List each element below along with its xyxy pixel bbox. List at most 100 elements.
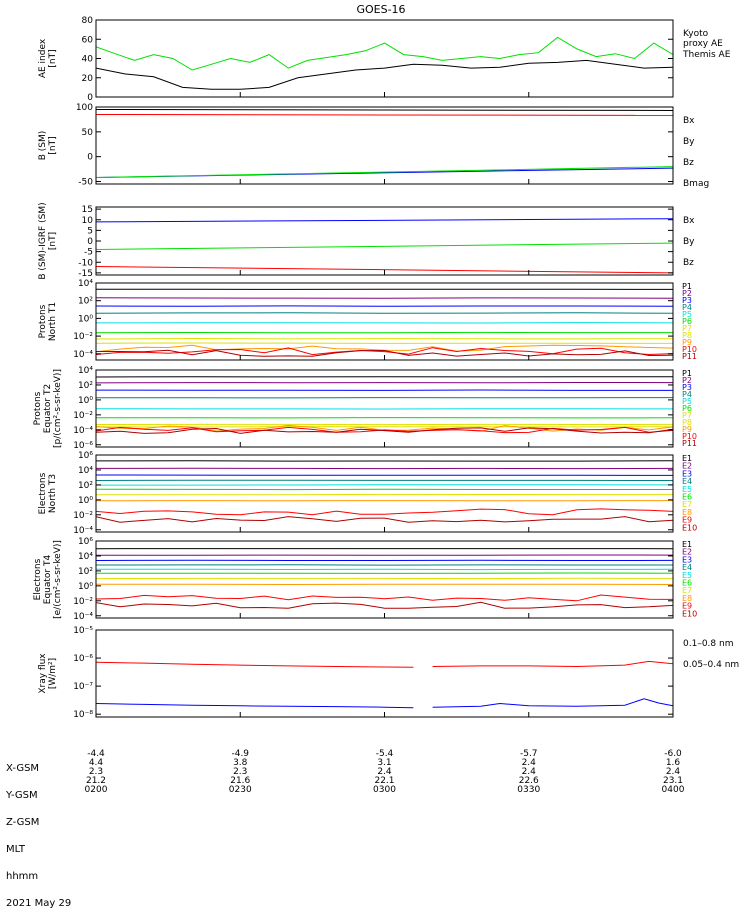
y-tick-label: 10² (78, 297, 93, 307)
series-line (433, 699, 673, 707)
legend-entry: Bz (683, 258, 694, 268)
series-line (96, 167, 673, 178)
x-axis-value: 0330 (517, 785, 540, 795)
date-label: 2021 May 29 (6, 899, 71, 908)
y-tick-label: 20 (82, 74, 94, 84)
series-line (96, 219, 673, 222)
y-tick-label: -5 (84, 248, 93, 258)
y-tick-label: 10⁻⁴ (73, 612, 93, 622)
y-tick-label: -50 (78, 178, 93, 188)
row-label-hhmm: hhmm (6, 872, 71, 881)
legend-entry: P11 (682, 352, 697, 361)
y-tick-label: 10⁻⁶ (73, 441, 93, 451)
panel-frame (96, 20, 673, 97)
y-axis-label: North T3 (48, 474, 58, 513)
legend-entry: By (683, 237, 695, 247)
panel-frame (96, 207, 673, 275)
y-axis-label: [nT] (48, 136, 58, 154)
y-tick-label: 10⁻⁵ (73, 626, 93, 636)
legend-entry: By (683, 137, 695, 147)
y-axis-label: [nT] (48, 49, 58, 67)
series-line (96, 243, 673, 249)
y-tick-label: 0 (87, 93, 93, 103)
y-axis-label: Electrons (38, 472, 48, 514)
y-tick-label: 10⁻² (73, 511, 93, 521)
y-tick-label: 5 (87, 226, 93, 236)
panel-frame (96, 541, 673, 618)
channel-line (96, 348, 673, 355)
y-axis-label: B (SM)-IGRF (SM) (38, 202, 48, 279)
y-axis-label: Protons (33, 391, 43, 425)
y-tick-label: -15 (78, 269, 93, 279)
panel-series (96, 37, 673, 89)
row-label-ygsm: Y-GSM (6, 791, 71, 800)
y-axis-label: B (SM) (38, 131, 48, 161)
footer-labels: X-GSM Y-GSM Z-GSM MLT hhmm 2021 May 29 (6, 746, 71, 917)
legend-entry: Bx (683, 116, 695, 126)
y-tick-label: 10⁴ (78, 552, 93, 562)
row-label-zgsm: Z-GSM (6, 818, 71, 827)
y-tick-label: 15 (82, 205, 93, 215)
panel-series (96, 219, 673, 273)
y-tick-label: -10 (78, 258, 93, 268)
y-tick-label: 10⁰ (78, 582, 93, 592)
y-tick-label: 60 (82, 35, 94, 45)
row-label-mlt: MLT (6, 845, 71, 854)
y-tick-label: 10² (78, 381, 93, 391)
y-axis-label: [W/m²] (48, 658, 58, 689)
y-tick-label: 10⁻² (73, 411, 93, 421)
y-tick-label: 10⁻² (73, 597, 93, 607)
x-axis-value: 0200 (85, 785, 108, 795)
series-line (96, 37, 673, 70)
x-axis-value: 0230 (229, 785, 252, 795)
panel-series (96, 289, 673, 356)
channel-line (96, 602, 673, 608)
y-tick-label: 10⁻² (73, 332, 93, 342)
legend-entry: Bmag (683, 179, 709, 189)
y-tick-label: 10⁶ (78, 451, 93, 461)
legend-entry: E10 (682, 523, 697, 532)
y-axis-label: [p/(cm²-s-sr-keV)] (53, 369, 63, 448)
series-line (433, 661, 673, 666)
y-tick-label: 10² (78, 567, 93, 577)
series-line (96, 115, 673, 116)
channel-line (96, 509, 673, 515)
panel-series (96, 549, 673, 609)
panel-series (96, 377, 673, 434)
y-tick-label: 10⁻⁶ (73, 654, 93, 664)
panel-frame (96, 630, 673, 717)
y-tick-label: 10⁻⁷ (73, 682, 93, 692)
y-tick-label: 10 (82, 216, 94, 226)
y-tick-label: 10⁻⁴ (73, 350, 93, 360)
y-tick-label: 10⁴ (78, 279, 93, 289)
y-axis-label: Equator T2 (43, 384, 53, 433)
y-axis-label: Protons (38, 304, 48, 338)
legend-entry: Kyoto (683, 29, 709, 39)
channel-line (96, 298, 673, 299)
channel-line (96, 313, 673, 314)
legend-entry: 0.05–0.4 nm (683, 660, 739, 670)
plot-title: GOES-16 (356, 3, 405, 16)
channel-line (96, 595, 673, 601)
panel-series (96, 661, 673, 707)
panel-series (96, 110, 673, 178)
y-tick-label: 40 (82, 55, 94, 65)
row-label-xgsm: X-GSM (6, 764, 71, 773)
legend-entry: E10 (682, 609, 697, 618)
y-axis-label: AE index (38, 38, 48, 78)
series-line (96, 704, 413, 708)
y-tick-label: 10⁰ (78, 396, 93, 406)
y-tick-label: 10⁶ (78, 537, 93, 547)
y-tick-label: 50 (82, 128, 94, 138)
y-axis-label: Equator T4 (43, 555, 53, 605)
x-axis-value: 0300 (373, 785, 396, 795)
x-axis-value: 0400 (662, 785, 685, 795)
